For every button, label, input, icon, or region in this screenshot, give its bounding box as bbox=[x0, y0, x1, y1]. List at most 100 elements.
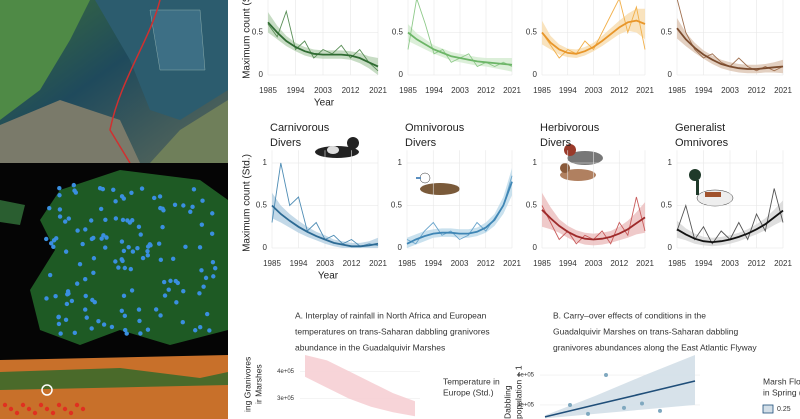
legend-title: Temperature in bbox=[443, 376, 500, 386]
site-dot bbox=[121, 293, 127, 299]
site-dot bbox=[119, 308, 124, 313]
site-dot bbox=[157, 194, 163, 199]
site-dot bbox=[168, 278, 173, 284]
site-dot bbox=[113, 199, 118, 204]
site-dot bbox=[84, 315, 89, 320]
site-dot bbox=[119, 194, 125, 199]
site-dot bbox=[197, 291, 202, 296]
y-tick-label: 0 bbox=[259, 70, 264, 79]
panel-title: Omnivorous bbox=[405, 122, 465, 134]
site-dot bbox=[89, 326, 94, 331]
site-dot bbox=[101, 233, 106, 238]
site-dot bbox=[57, 193, 62, 198]
panel-title: Divers bbox=[270, 137, 302, 149]
raw-line bbox=[541, 0, 646, 59]
y-tick-label: 0 bbox=[668, 70, 673, 79]
site-dot bbox=[53, 294, 58, 299]
site-dot bbox=[207, 328, 212, 333]
site-dot bbox=[174, 300, 179, 305]
y-tick-label: 0 bbox=[399, 70, 404, 79]
site-dot bbox=[96, 318, 101, 324]
x-tick-label: 2021 bbox=[369, 86, 387, 95]
panel-title: Carnivorous bbox=[270, 122, 330, 134]
europe-map bbox=[0, 163, 228, 419]
site-dot bbox=[57, 214, 63, 219]
x-tick-label: 1994 bbox=[559, 86, 577, 95]
site-dot bbox=[2, 402, 8, 408]
x-tick-label: 1985 bbox=[533, 259, 551, 268]
site-dot bbox=[158, 205, 163, 211]
site-dot bbox=[89, 218, 94, 223]
site-dot bbox=[80, 241, 85, 247]
site-dot bbox=[116, 265, 121, 270]
site-dot bbox=[193, 328, 198, 333]
y-tick-label: 0 bbox=[533, 243, 538, 252]
y-tick-label: 0.5 bbox=[252, 28, 264, 37]
x-tick-label: 2003 bbox=[316, 259, 334, 268]
site-dot bbox=[180, 320, 185, 325]
y-tick-label: 0.5 bbox=[391, 201, 403, 210]
x-tick-label: 2021 bbox=[774, 259, 792, 268]
x-tick-label: 1985 bbox=[668, 86, 686, 95]
panel-title: A. Interplay of rainfall in North Africa… bbox=[295, 310, 487, 320]
site-dot bbox=[161, 279, 167, 285]
site-dot bbox=[103, 245, 108, 250]
x-tick-label: 1994 bbox=[425, 86, 443, 95]
confidence-band bbox=[305, 355, 415, 417]
site-dot bbox=[119, 239, 125, 244]
site-dot bbox=[65, 289, 71, 294]
site-dot bbox=[48, 241, 54, 246]
site-dot bbox=[74, 281, 80, 286]
site-dot bbox=[124, 331, 129, 336]
x-tick-label: 2012 bbox=[477, 86, 495, 95]
x-tick-label: 1994 bbox=[695, 86, 713, 95]
x-tick-label: 1994 bbox=[290, 259, 308, 268]
site-dot bbox=[83, 276, 88, 282]
x-tick-label: 2021 bbox=[636, 86, 654, 95]
site-dot bbox=[162, 293, 168, 298]
y-tick-label: 1 bbox=[668, 158, 673, 167]
y-tick-label: 0 bbox=[398, 243, 403, 252]
site-dot bbox=[44, 406, 50, 412]
trend-line bbox=[407, 31, 513, 66]
x-axis-label: Year bbox=[314, 98, 335, 109]
site-dot bbox=[51, 238, 57, 243]
site-dot bbox=[191, 187, 197, 192]
site-dot bbox=[211, 274, 216, 279]
data-point bbox=[622, 405, 626, 410]
site-dot bbox=[139, 186, 145, 191]
site-dot bbox=[119, 257, 124, 262]
site-dot bbox=[101, 322, 107, 327]
data-point bbox=[604, 373, 608, 378]
panel-title: Omnivores bbox=[675, 137, 729, 149]
site-dot bbox=[123, 327, 128, 333]
raw-line bbox=[267, 9, 379, 72]
site-dot bbox=[127, 220, 133, 225]
site-dot bbox=[64, 301, 70, 307]
y-axis-label: population + 1 bbox=[513, 365, 523, 419]
site-dot bbox=[58, 331, 63, 336]
site-dot bbox=[26, 406, 32, 412]
site-dot bbox=[66, 216, 72, 221]
site-dot bbox=[63, 249, 69, 254]
y-tick-label: 1 bbox=[263, 158, 268, 167]
site-dot bbox=[136, 224, 142, 230]
trend-line bbox=[541, 209, 646, 241]
site-dot bbox=[77, 261, 83, 267]
x-tick-label: 2003 bbox=[721, 259, 739, 268]
x-tick-label: 2021 bbox=[369, 259, 387, 268]
site-dot bbox=[170, 256, 176, 262]
site-dot bbox=[120, 217, 126, 223]
site-dot bbox=[138, 331, 143, 336]
site-dot bbox=[213, 266, 218, 271]
trend-line bbox=[406, 181, 513, 245]
y-tick-label: 0 bbox=[263, 243, 268, 252]
site-dot bbox=[209, 231, 215, 236]
legend-title: Marsh Flooded Area bbox=[763, 376, 800, 386]
site-dot bbox=[200, 198, 205, 203]
confidence-band bbox=[408, 24, 512, 72]
y-tick-label: 4e+05 bbox=[277, 369, 295, 375]
trend-line bbox=[544, 380, 696, 418]
